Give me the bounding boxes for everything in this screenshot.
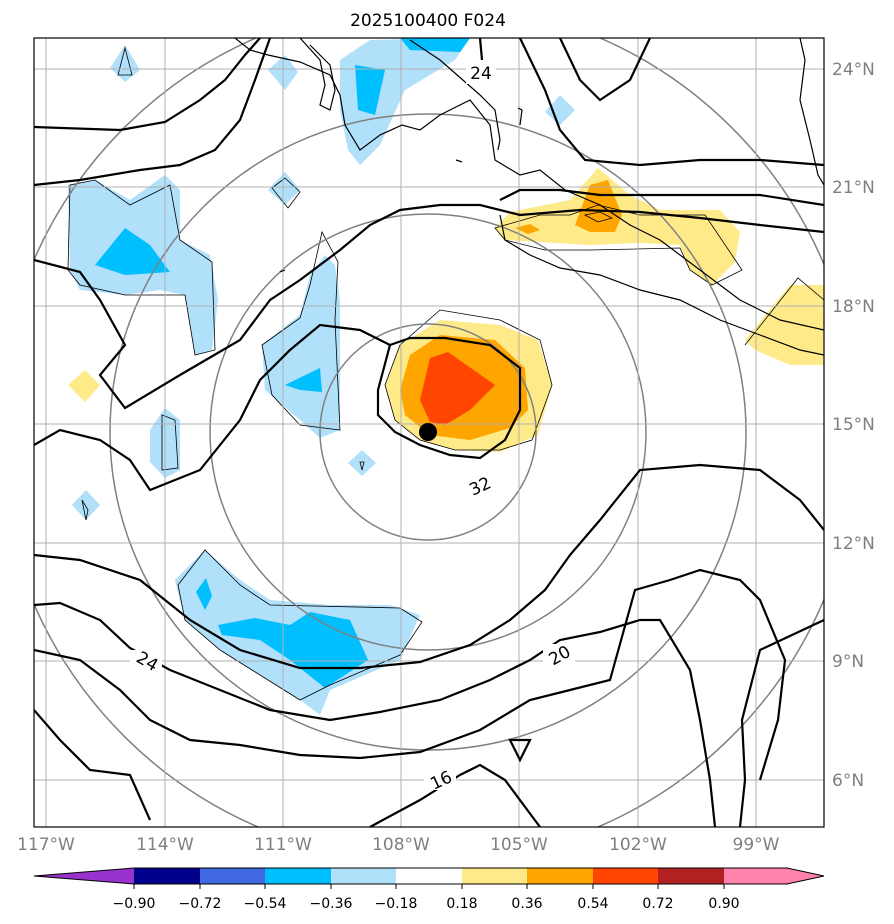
- colorbar-tick-label: −0.54: [244, 896, 287, 912]
- colorbar-segment: [527, 868, 593, 884]
- y-tick-label: 15°N: [832, 415, 875, 435]
- colorbar-segment: [200, 868, 265, 884]
- positive-shading-red: [420, 352, 495, 425]
- storm-center-marker: [419, 423, 437, 441]
- colorbar-tick-label: 0.72: [642, 896, 673, 912]
- colorbar-segment: [658, 868, 724, 884]
- x-tick-label: 111°W: [254, 835, 312, 855]
- colorbar-segment: [593, 868, 658, 884]
- map-border: [33, 37, 825, 828]
- y-tick-label: 24°N: [832, 60, 875, 80]
- colorbar-segment: [265, 868, 331, 884]
- shading-outline: [67, 46, 824, 701]
- y-tick-label: 9°N: [832, 652, 864, 672]
- colorbar-extend-high: [787, 868, 824, 884]
- colorbar-tick-label: 0.90: [708, 896, 739, 912]
- y-tick-labels: 24°N 21°N 18°N 15°N 12°N 9°N 6°N: [832, 60, 875, 791]
- x-tick-label: 99°W: [733, 835, 780, 855]
- colorbar-segment: [462, 868, 527, 884]
- x-tick-label: 105°W: [490, 835, 548, 855]
- colorbar-tick-label: −0.18: [375, 896, 418, 912]
- colorbar-extend-low: [34, 868, 134, 884]
- x-tick-label: 114°W: [136, 835, 194, 855]
- y-tick-label: 12°N: [832, 534, 875, 554]
- x-tick-label: 108°W: [372, 835, 430, 855]
- y-tick-label: 18°N: [832, 297, 875, 317]
- colorbar-segment: [331, 868, 396, 884]
- x-tick-label: 117°W: [17, 835, 75, 855]
- x-tick-label: 102°W: [609, 835, 667, 855]
- y-tick-label: 21°N: [832, 178, 875, 198]
- contour-lines: [34, 38, 824, 827]
- colorbar-tick-label: 0.18: [446, 896, 477, 912]
- colorbar-tick-label: 0.36: [511, 896, 542, 912]
- colorbar-tick-label: 0.54: [577, 896, 608, 912]
- colorbar-segment: [396, 868, 462, 884]
- map-layers: [34, 38, 824, 827]
- map-title: 2025100400 F024: [350, 11, 506, 31]
- coastlines: [234, 38, 824, 356]
- colorbar-tick-label: −0.72: [179, 896, 222, 912]
- colorbar-segment: [134, 868, 200, 884]
- contour-labels: 24 32 24 20 16: [130, 60, 575, 795]
- colorbar-tick-label: −0.90: [113, 896, 156, 912]
- colorbar-segment: [724, 868, 787, 884]
- x-tick-labels: 117°W 114°W 111°W 108°W 105°W 102°W 99°W: [17, 835, 780, 855]
- y-tick-label: 6°N: [832, 771, 864, 791]
- contour-label: 24: [470, 64, 492, 84]
- colorbar: −0.90 −0.72 −0.54 −0.36 −0.18 0.18 0.36 …: [33, 867, 825, 912]
- colorbar-tick-label: −0.36: [310, 896, 353, 912]
